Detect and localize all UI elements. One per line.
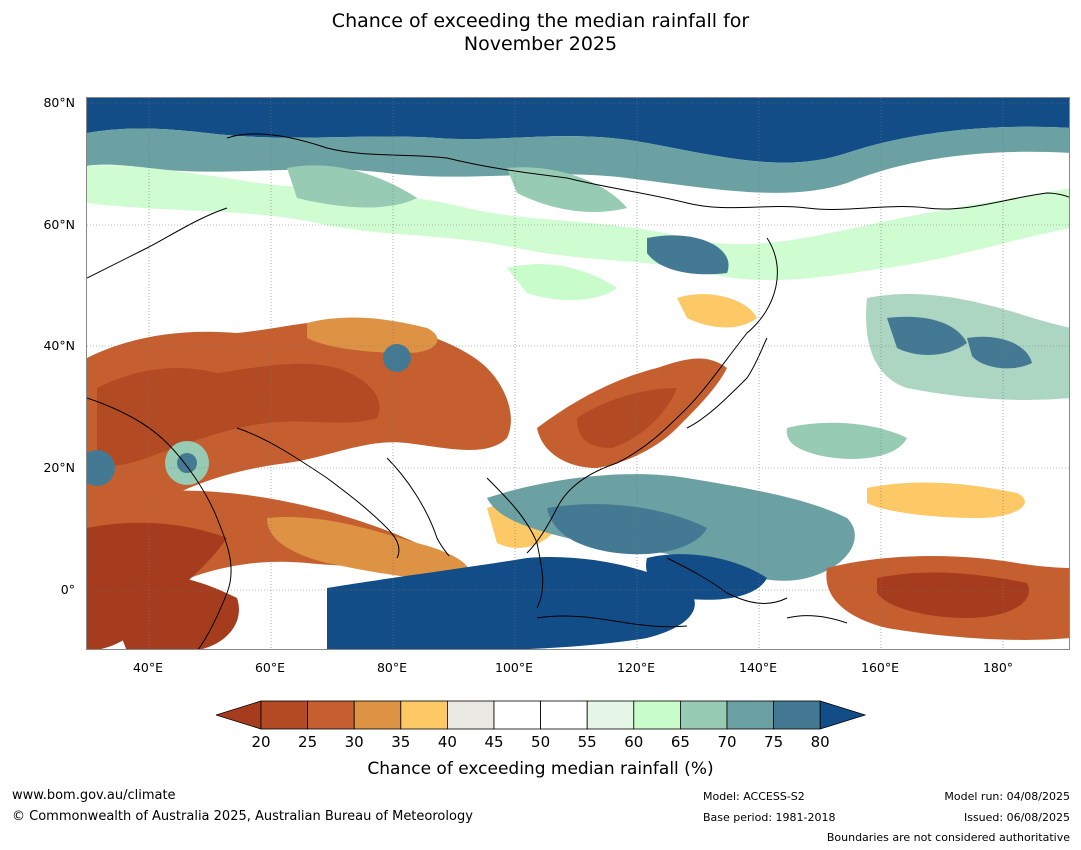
colorbar — [216, 700, 866, 730]
lat-label-0: 0° — [60, 582, 75, 597]
rainfall-map-graphic — [87, 98, 1069, 649]
footer-copyright: © Commonwealth of Australia 2025, Austra… — [12, 809, 473, 824]
colorbar-tick-label: 25 — [298, 733, 318, 751]
colorbar-segment — [493, 700, 541, 730]
lat-label-60n: 60°N — [43, 217, 75, 232]
footer-disclaimer: Boundaries are not considered authoritat… — [826, 831, 1070, 844]
colorbar-tick-label: 35 — [391, 733, 411, 751]
colorbar-segment — [679, 700, 728, 730]
colorbar-segment — [726, 700, 774, 730]
colorbar-segment — [260, 700, 308, 730]
lon-label-140e: 140°E — [738, 660, 778, 675]
rainfall-map — [86, 97, 1070, 650]
colorbar-tick-label: 20 — [251, 733, 271, 751]
lon-label-120e: 120°E — [616, 660, 656, 675]
map-title-line1: Chance of exceeding the median rainfall … — [331, 10, 750, 32]
colorbar-segment — [353, 700, 402, 730]
lon-label-40e: 40°E — [132, 660, 164, 675]
colorbar-label: Chance of exceeding median rainfall (%) — [367, 759, 714, 779]
lon-label-80e: 80°E — [376, 660, 408, 675]
lon-label-160e: 160°E — [860, 660, 900, 675]
colorbar-segment — [400, 700, 448, 730]
colorbar-extend-high — [819, 700, 866, 730]
lat-label-80n: 80°N — [43, 95, 75, 110]
map-title: Chance of exceeding the median rainfall … — [0, 10, 1081, 56]
map-title-line2: November 2025 — [463, 33, 618, 55]
colorbar-tick-label: 80 — [810, 733, 830, 751]
colorbar-tick-label: 70 — [717, 733, 737, 751]
colorbar-segment — [773, 700, 821, 730]
colorbar-tick-label: 50 — [531, 733, 551, 751]
footer-issued: Issued: 06/08/2025 — [963, 811, 1070, 824]
colorbar-segment — [633, 700, 681, 730]
colorbar-tick-label: 65 — [670, 733, 690, 751]
colorbar-extend-low — [216, 700, 262, 730]
colorbar-segment — [540, 700, 588, 730]
colorbar-tick-label: 75 — [764, 733, 784, 751]
colorbar-segment — [307, 700, 355, 730]
colorbar-tick-label: 40 — [437, 733, 457, 751]
footer-base-period: Base period: 1981-2018 — [703, 811, 836, 824]
lat-label-40n: 40°N — [43, 338, 75, 353]
lon-label-60e: 60°E — [254, 660, 286, 675]
footer-model: Model: ACCESS-S2 — [703, 790, 805, 803]
colorbar-tick-label: 30 — [344, 733, 364, 751]
lat-label-20n: 20°N — [43, 460, 75, 475]
colorbar-segment — [586, 700, 635, 730]
lon-label-180: 180° — [982, 660, 1014, 675]
colorbar-tick-label: 45 — [484, 733, 504, 751]
colorbar-tick-label: 60 — [624, 733, 644, 751]
footer-website: www.bom.gov.au/climate — [12, 788, 176, 803]
colorbar-segment — [446, 700, 495, 730]
lon-label-100e: 100°E — [494, 660, 534, 675]
footer-model-run: Model run: 04/08/2025 — [944, 790, 1070, 803]
colorbar-tick-label: 55 — [577, 733, 597, 751]
